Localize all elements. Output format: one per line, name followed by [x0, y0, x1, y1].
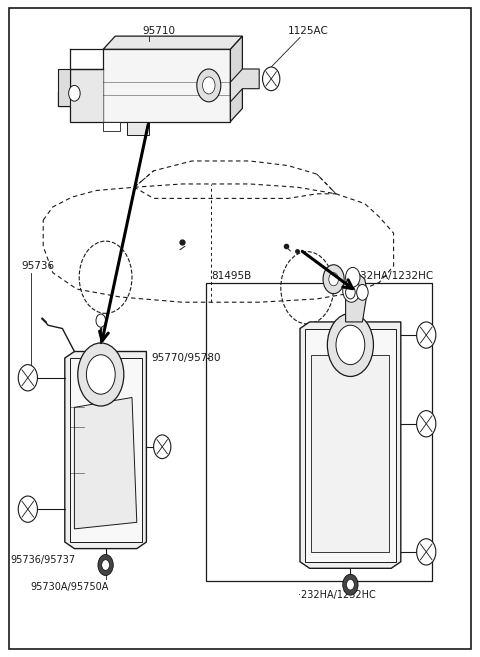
Polygon shape	[230, 36, 242, 122]
Circle shape	[346, 286, 355, 299]
Polygon shape	[300, 322, 401, 568]
Circle shape	[417, 539, 436, 565]
Bar	[103, 122, 120, 131]
Text: 95736/95737: 95736/95737	[11, 555, 76, 566]
Text: 81495B: 81495B	[211, 271, 252, 281]
Circle shape	[78, 343, 124, 406]
Circle shape	[102, 560, 109, 570]
Circle shape	[336, 325, 365, 365]
Circle shape	[346, 267, 360, 287]
Polygon shape	[58, 69, 103, 122]
Circle shape	[357, 284, 368, 300]
Polygon shape	[74, 397, 137, 529]
Polygon shape	[103, 36, 242, 49]
Polygon shape	[70, 358, 142, 542]
Circle shape	[417, 322, 436, 348]
Circle shape	[417, 411, 436, 437]
Text: ·232HA/1232HC: ·232HA/1232HC	[350, 271, 433, 281]
Circle shape	[323, 265, 344, 294]
Circle shape	[18, 365, 37, 391]
Polygon shape	[346, 273, 367, 322]
Circle shape	[96, 314, 106, 327]
Circle shape	[329, 273, 338, 286]
Circle shape	[327, 313, 373, 376]
Circle shape	[18, 496, 37, 522]
Text: 95770/95780: 95770/95780	[151, 353, 221, 363]
Circle shape	[343, 279, 360, 302]
Circle shape	[69, 85, 80, 101]
Text: 95736: 95736	[22, 261, 55, 271]
Text: ·232HA/1232HC: ·232HA/1232HC	[298, 589, 375, 600]
Polygon shape	[305, 328, 396, 562]
Circle shape	[343, 574, 358, 595]
Polygon shape	[127, 122, 149, 135]
Text: 95730A/95750A: 95730A/95750A	[30, 581, 109, 592]
Circle shape	[154, 435, 171, 459]
Circle shape	[86, 355, 115, 394]
Polygon shape	[58, 69, 70, 106]
Circle shape	[347, 579, 354, 590]
Polygon shape	[103, 49, 230, 122]
Text: 1125AC: 1125AC	[288, 26, 329, 36]
Circle shape	[263, 67, 280, 91]
Polygon shape	[65, 351, 146, 549]
Circle shape	[197, 69, 221, 102]
Polygon shape	[311, 355, 389, 552]
Bar	[206, 283, 432, 581]
Text: 95710: 95710	[142, 26, 175, 36]
Circle shape	[98, 555, 113, 576]
Circle shape	[203, 77, 215, 94]
Polygon shape	[230, 69, 259, 102]
